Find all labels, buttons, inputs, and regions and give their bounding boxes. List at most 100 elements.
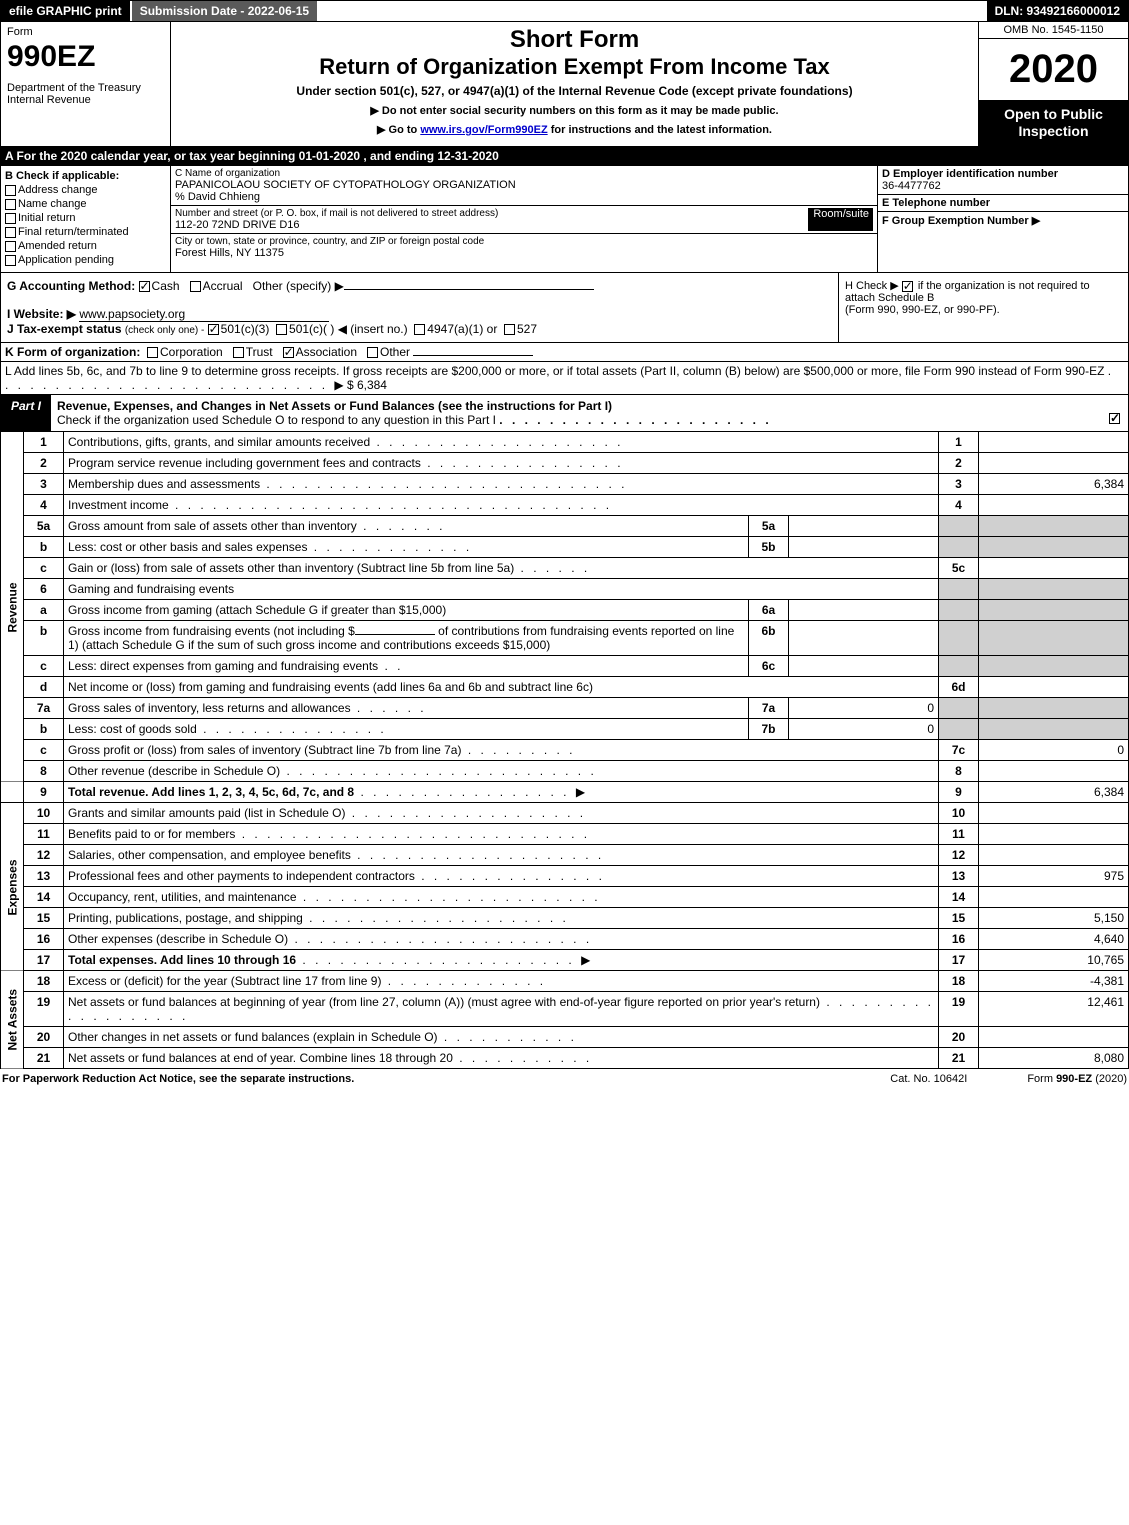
net-assets-table: Net Assets 18 Excess or (deficit) for th…	[0, 971, 1129, 1069]
line-5a: 5a Gross amount from sale of assets othe…	[1, 516, 1129, 537]
row-a-tax-year: A For the 2020 calendar year, or tax yea…	[0, 147, 1129, 166]
group-exemption-label: F Group Exemption Number ▶	[882, 215, 1040, 227]
line-7c-value: 0	[979, 740, 1129, 761]
row-gh: G Accounting Method: Cash Accrual Other …	[0, 273, 1129, 343]
org-name-label: C Name of organization	[175, 168, 873, 179]
revenue-table: Revenue 1 Contributions, gifts, grants, …	[0, 432, 1129, 803]
form-label: Form	[7, 26, 164, 38]
accounting-method: G Accounting Method: Cash Accrual Other …	[1, 273, 838, 342]
top-bar: efile GRAPHIC print Submission Date - 20…	[0, 0, 1129, 22]
ein-label: D Employer identification number	[882, 168, 1058, 180]
page-footer: For Paperwork Reduction Act Notice, see …	[0, 1069, 1129, 1089]
city-label: City or town, state or province, country…	[175, 236, 873, 247]
open-inspection: Open to Public Inspection	[979, 100, 1128, 146]
chk-4947a1[interactable]	[414, 324, 425, 335]
line-5b: b Less: cost or other basis and sales ex…	[1, 537, 1129, 558]
chk-amended-return[interactable]: Amended return	[5, 240, 166, 252]
form-number: 990EZ	[7, 40, 164, 74]
street-address: 112-20 72ND DRIVE D16	[175, 219, 808, 231]
line-11: 11Benefits paid to or for members . . . …	[1, 824, 1129, 845]
line-7b-midvalue: 0	[789, 719, 939, 740]
website-label: I Website: ▶	[7, 307, 76, 321]
chk-501c3[interactable]	[208, 324, 219, 335]
chk-association[interactable]	[283, 347, 294, 358]
line-3: 3 Membership dues and assessments . . . …	[1, 474, 1129, 495]
line-7b: b Less: cost of goods sold . . . . . . .…	[1, 719, 1129, 740]
row-k: K Form of organization: Corporation Trus…	[0, 343, 1129, 362]
chk-final-return[interactable]: Final return/terminated	[5, 226, 166, 238]
street-label: Number and street (or P. O. box, if mail…	[175, 208, 808, 219]
line-16-value: 4,640	[979, 929, 1129, 950]
line-7a: 7a Gross sales of inventory, less return…	[1, 698, 1129, 719]
section-def: D Employer identification number 36-4477…	[878, 166, 1128, 272]
chk-schedule-o-used[interactable]	[1109, 413, 1120, 424]
header-left: Form 990EZ Department of the Treasury In…	[1, 22, 171, 146]
other-org-input[interactable]	[413, 355, 533, 356]
instruction-goto: ▶ Go to www.irs.gov/Form990EZ for instru…	[177, 123, 972, 136]
chk-other-org[interactable]	[367, 347, 378, 358]
section-c: C Name of organization PAPANICOLAOU SOCI…	[171, 166, 878, 272]
line-18-value: -4,381	[979, 971, 1129, 992]
line-6d: d Net income or (loss) from gaming and f…	[1, 677, 1129, 698]
paperwork-notice: For Paperwork Reduction Act Notice, see …	[2, 1073, 890, 1085]
line-9: 9 Total revenue. Add lines 1, 2, 3, 4, 5…	[1, 782, 1129, 803]
line-8: 8 Other revenue (describe in Schedule O)…	[1, 761, 1129, 782]
line-7a-midvalue: 0	[789, 698, 939, 719]
line-10: Expenses 10 Grants and similar amounts p…	[1, 803, 1129, 824]
catalog-number: Cat. No. 10642I	[890, 1073, 967, 1085]
chk-schedule-b-not-required[interactable]	[902, 281, 913, 292]
chk-initial-return[interactable]: Initial return	[5, 212, 166, 224]
row-l: L Add lines 5b, 6c, and 7b to line 9 to …	[0, 362, 1129, 395]
ein-value: 36-4477762	[882, 180, 941, 192]
chk-accrual[interactable]	[190, 281, 201, 292]
section-b-title: B Check if applicable:	[5, 170, 119, 182]
room-suite-label: Room/suite	[808, 208, 873, 231]
net-assets-section-label: Net Assets	[1, 971, 24, 1069]
other-method-input[interactable]	[344, 289, 594, 290]
line-18: Net Assets 18 Excess or (deficit) for th…	[1, 971, 1129, 992]
section-h: H Check ▶ if the organization is not req…	[838, 273, 1128, 342]
line-19: 19Net assets or fund balances at beginni…	[1, 992, 1129, 1027]
dln-label: DLN: 93492166000012	[987, 1, 1128, 21]
dept-irs: Internal Revenue	[7, 94, 164, 106]
line-12: 12Salaries, other compensation, and empl…	[1, 845, 1129, 866]
fundraising-amount-input[interactable]	[355, 634, 435, 635]
line-13: 13Professional fees and other payments t…	[1, 866, 1129, 887]
form-ref: Form 990-EZ (2020)	[1027, 1073, 1127, 1085]
expenses-section-label: Expenses	[1, 803, 24, 971]
line-20: 20Other changes in net assets or fund ba…	[1, 1027, 1129, 1048]
efile-print-label[interactable]: efile GRAPHIC print	[1, 1, 130, 21]
line-7c: c Gross profit or (loss) from sales of i…	[1, 740, 1129, 761]
instruction-ssn: ▶ Do not enter social security numbers o…	[177, 104, 972, 117]
chk-application-pending[interactable]: Application pending	[5, 254, 166, 266]
chk-name-change[interactable]: Name change	[5, 198, 166, 210]
dept-treasury: Department of the Treasury	[7, 82, 164, 94]
line-6a: a Gross income from gaming (attach Sched…	[1, 600, 1129, 621]
j-label: J Tax-exempt status	[7, 322, 122, 336]
form-header: Form 990EZ Department of the Treasury In…	[0, 22, 1129, 147]
line-9-value: 6,384	[979, 782, 1129, 803]
line-4: 4 Investment income . . . . . . . . . . …	[1, 495, 1129, 516]
line-17: 17Total expenses. Add lines 10 through 1…	[1, 950, 1129, 971]
part-i-header: Part I Revenue, Expenses, and Changes in…	[0, 395, 1129, 432]
line-14: 14Occupancy, rent, utilities, and mainte…	[1, 887, 1129, 908]
chk-corporation[interactable]	[147, 347, 158, 358]
line-15: 15Printing, publications, postage, and s…	[1, 908, 1129, 929]
line-21: 21Net assets or fund balances at end of …	[1, 1048, 1129, 1069]
website-value[interactable]: www.papsociety.org	[79, 307, 329, 322]
chk-trust[interactable]	[233, 347, 244, 358]
chk-501c[interactable]	[276, 324, 287, 335]
org-name: PAPANICOLAOU SOCIETY OF CYTOPATHOLOGY OR…	[175, 179, 873, 191]
line-19-value: 12,461	[979, 992, 1129, 1027]
line-15-value: 5,150	[979, 908, 1129, 929]
chk-cash[interactable]	[139, 281, 150, 292]
chk-address-change[interactable]: Address change	[5, 184, 166, 196]
revenue-section-label: Revenue	[1, 432, 24, 782]
line-17-value: 10,765	[979, 950, 1129, 971]
line-6b: b Gross income from fundraising events (…	[1, 621, 1129, 656]
part-i-title: Revenue, Expenses, and Changes in Net As…	[51, 395, 1128, 431]
submission-date: Submission Date - 2022-06-15	[130, 1, 317, 21]
line-13-value: 975	[979, 866, 1129, 887]
irs-link[interactable]: www.irs.gov/Form990EZ	[420, 124, 547, 136]
chk-527[interactable]	[504, 324, 515, 335]
